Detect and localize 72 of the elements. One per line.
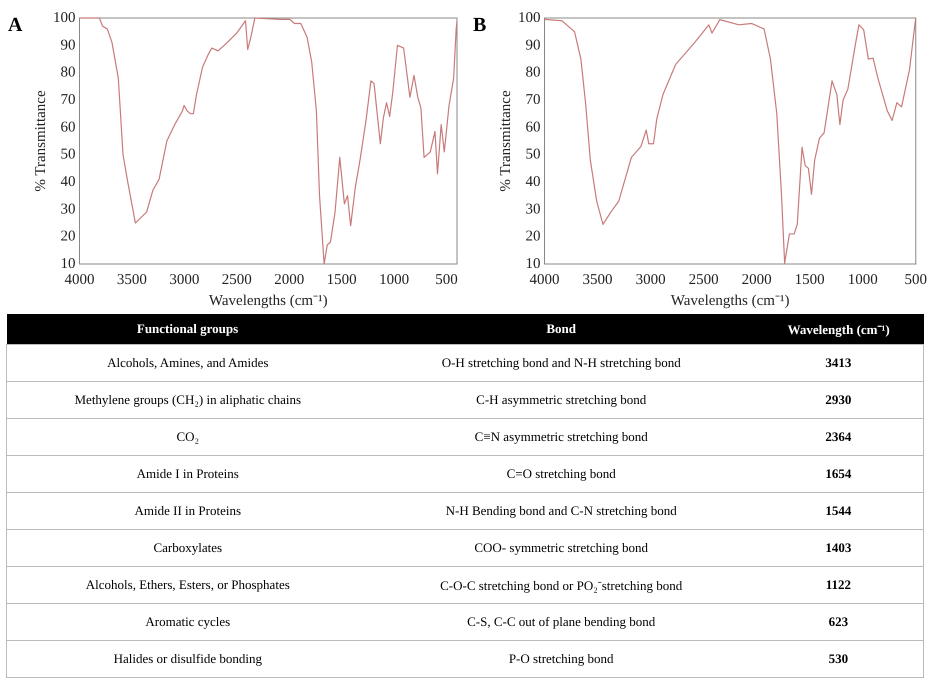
y-tick-label: 50 xyxy=(60,146,76,163)
text: N-H Bending bond and C-N stretching bond xyxy=(368,492,754,530)
text: 1544 xyxy=(754,492,924,530)
x-tick-label: 1500 xyxy=(794,272,825,288)
text: 623 xyxy=(754,604,924,640)
y-tick-label: 10 xyxy=(526,256,540,272)
x-tick-label: 2500 xyxy=(222,272,252,288)
y-tick-label: 90 xyxy=(60,37,76,54)
text: C-O-C stretching bond or PO₂⁻stretching bond xyxy=(368,566,754,604)
text: C-H asymmetric stretching bond xyxy=(368,382,754,418)
text: C-S, C-C out of plane bending bond xyxy=(368,604,754,640)
y-tick-label: 80 xyxy=(526,64,540,81)
x-tick-label: 500 xyxy=(904,272,927,288)
text: CO₂ xyxy=(6,418,369,456)
text: COO- symmetric stretching bond xyxy=(368,530,754,566)
text: Amide I in Proteins xyxy=(6,456,369,492)
x-tick-label: 2500 xyxy=(688,272,719,288)
text: C≡N asymmetric stretching bond xyxy=(368,418,754,456)
text: 1654 xyxy=(754,456,924,492)
y-axis-title: % Transmittance xyxy=(32,90,49,192)
x-axis-title: Wavelengths (cm⁻¹) xyxy=(208,292,328,309)
x-tick-label: 3000 xyxy=(636,272,666,288)
text: C=O stretching bond xyxy=(368,456,754,492)
text: O-H stretching bond and N-H stretching bond xyxy=(368,344,754,382)
text: Amide II in Proteins xyxy=(6,492,369,530)
text: Alcohols, Amines, and Amides xyxy=(6,344,369,382)
text: Methylene groups (CH₂) in aliphatic chains xyxy=(6,382,369,418)
chart-title: A xyxy=(8,14,22,37)
y-tick-label: 30 xyxy=(526,201,540,218)
y-tick-label: 50 xyxy=(526,146,540,163)
y-tick-label: 40 xyxy=(526,174,540,190)
y-tick-label: 20 xyxy=(526,228,540,245)
x-axis-title: Wavelengths (cm⁻¹) xyxy=(670,292,790,309)
x-tick-label: 1000 xyxy=(379,272,410,288)
text: Halides or disulfide bonding xyxy=(6,640,369,678)
x-tick-label: 2000 xyxy=(742,272,772,288)
text: 1122 xyxy=(754,566,924,604)
x-tick-label: 3000 xyxy=(169,272,200,288)
text: 3413 xyxy=(754,344,924,382)
chart-title: B xyxy=(473,14,486,37)
x-tick-label: 1000 xyxy=(848,272,878,288)
x-tick-label: 500 xyxy=(435,272,458,288)
text: Alcohols, Ethers, Esters, or Phosphates xyxy=(6,566,369,604)
x-tick-label: 4000 xyxy=(64,272,94,288)
x-tick-label: 2000 xyxy=(274,272,304,288)
y-tick-label: 100 xyxy=(518,10,540,26)
text: P-O stretching bond xyxy=(368,640,754,678)
y-tick-label: 10 xyxy=(60,256,76,272)
text: Bond xyxy=(368,314,754,344)
y-tick-label: 60 xyxy=(526,119,540,136)
y-axis-title: % Transmittance xyxy=(498,90,514,192)
text: Functional groups xyxy=(6,314,369,344)
y-tick-label: 30 xyxy=(60,201,76,218)
y-tick-label: 20 xyxy=(60,228,76,245)
y-tick-label: 90 xyxy=(526,37,540,54)
y-tick-label: 100 xyxy=(53,10,76,26)
text: Aromatic cycles xyxy=(6,604,369,640)
y-tick-label: 70 xyxy=(526,92,540,108)
text: Wavelength (cm⁻¹) xyxy=(754,314,924,344)
text: 530 xyxy=(754,640,924,678)
text: 1403 xyxy=(754,530,924,566)
y-tick-label: 40 xyxy=(60,174,76,190)
text: 2930 xyxy=(754,382,924,418)
y-tick-label: 60 xyxy=(60,119,76,136)
x-tick-label: 3500 xyxy=(116,272,147,288)
x-tick-label: 4000 xyxy=(530,272,560,288)
y-tick-label: 80 xyxy=(60,64,76,81)
y-tick-label: 70 xyxy=(60,92,76,108)
text: 2364 xyxy=(754,418,924,456)
x-tick-label: 1500 xyxy=(326,272,357,288)
text: Carboxylates xyxy=(6,530,369,566)
x-tick-label: 3500 xyxy=(582,272,613,288)
